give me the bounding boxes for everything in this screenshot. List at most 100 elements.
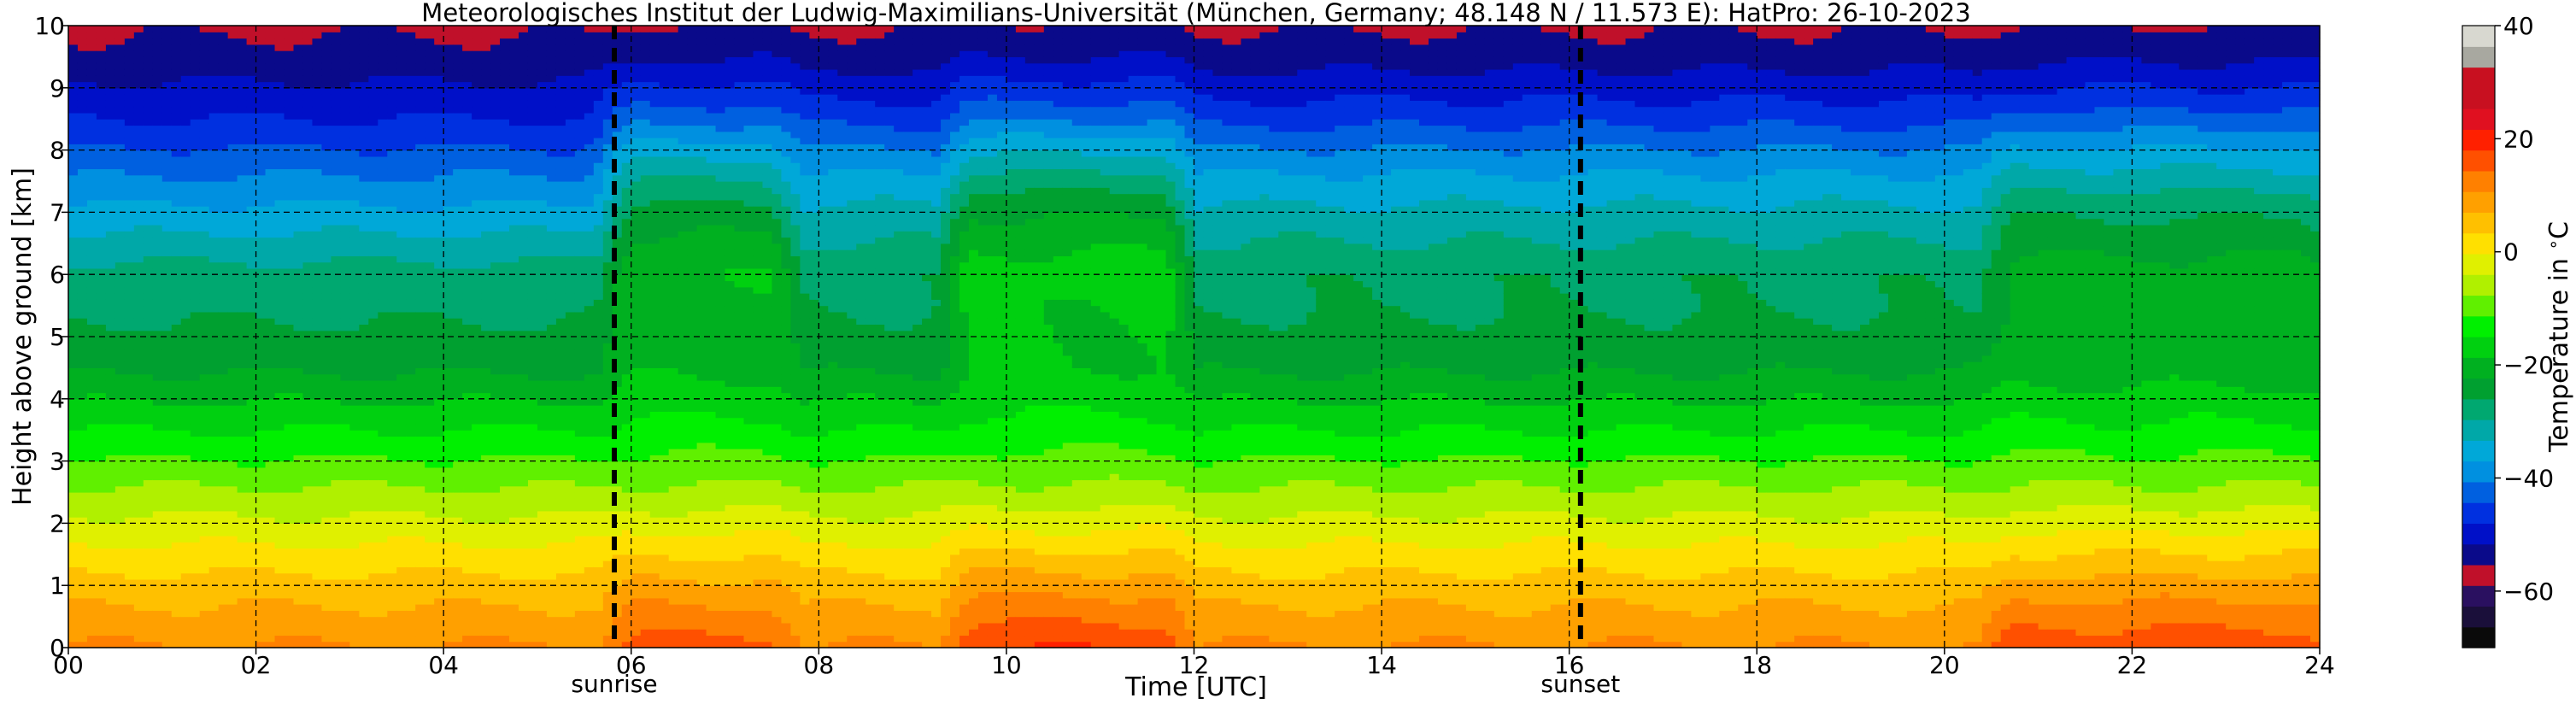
heatmap-cell	[302, 32, 313, 38]
heatmap-cell	[256, 318, 267, 325]
heatmap-cell	[162, 306, 173, 313]
heatmap-cell	[256, 399, 267, 406]
heatmap-cell	[331, 355, 341, 362]
heatmap-cell	[321, 280, 332, 287]
heatmap-cell	[200, 200, 210, 207]
heatmap-cell	[97, 280, 107, 287]
heatmap-cell	[321, 635, 332, 642]
heatmap-cell	[219, 324, 229, 331]
heatmap-cell	[472, 94, 482, 101]
heatmap-cell	[519, 150, 529, 157]
heatmap-cell	[406, 473, 416, 480]
heatmap-cell	[509, 523, 519, 530]
heatmap-cell	[200, 243, 210, 250]
heatmap-cell	[406, 32, 416, 38]
heatmap-cell	[500, 132, 510, 138]
heatmap-cell	[125, 349, 135, 356]
heatmap-cell	[247, 125, 257, 132]
heatmap-cell	[406, 479, 416, 486]
heatmap-cell	[331, 56, 341, 63]
heatmap-cell	[125, 380, 135, 387]
heatmap-cell	[453, 436, 463, 443]
heatmap-cell	[87, 467, 97, 474]
heatmap-cell	[209, 530, 220, 537]
heatmap-cell	[256, 262, 267, 269]
heatmap-cell	[200, 293, 210, 300]
heatmap-cell	[97, 443, 107, 449]
heatmap-cell	[472, 231, 482, 238]
heatmap-cell	[200, 274, 210, 281]
heatmap-cell	[472, 168, 482, 175]
heatmap-cell	[434, 299, 444, 306]
heatmap-cell	[181, 629, 191, 636]
heatmap-cell	[443, 355, 454, 362]
heatmap-cell	[462, 436, 472, 443]
heatmap-cell	[275, 162, 285, 169]
heatmap-cell	[472, 598, 482, 605]
heatmap-cell	[106, 262, 116, 269]
heatmap-cell	[200, 505, 210, 512]
heatmap-cell	[209, 349, 220, 356]
heatmap-cell	[387, 287, 397, 294]
heatmap-cell	[528, 225, 538, 232]
heatmap-cell	[434, 617, 444, 624]
heatmap-cell	[368, 187, 378, 194]
heatmap-cell	[219, 219, 229, 226]
heatmap-cell	[321, 560, 332, 567]
heatmap-cell	[191, 249, 201, 256]
heatmap-cell	[387, 32, 397, 38]
heatmap-cell	[349, 243, 360, 250]
heatmap-cell	[349, 280, 360, 287]
heatmap-cell	[134, 299, 144, 306]
heatmap-cell	[87, 399, 97, 406]
heatmap-cell	[238, 56, 248, 63]
heatmap-cell	[396, 443, 407, 449]
heatmap-cell	[106, 486, 116, 493]
heatmap-cell	[331, 573, 341, 580]
heatmap-cell	[378, 181, 388, 188]
heatmap-cell	[191, 337, 201, 343]
heatmap-cell	[191, 94, 201, 101]
heatmap-cell	[275, 405, 285, 412]
heatmap-cell	[285, 238, 295, 244]
heatmap-cell	[134, 573, 144, 580]
heatmap-cell	[125, 449, 135, 455]
heatmap-cell	[302, 255, 313, 262]
heatmap-cell	[78, 200, 88, 207]
heatmap-cell	[181, 238, 191, 244]
heatmap-cell	[462, 88, 472, 95]
heatmap-cell	[275, 107, 285, 114]
heatmap-cell	[294, 380, 304, 387]
heatmap-cell	[415, 238, 425, 244]
heatmap-cell	[453, 94, 463, 101]
heatmap-cell	[434, 573, 444, 580]
heatmap-cell	[472, 554, 482, 561]
heatmap-cell	[434, 243, 444, 250]
heatmap-cell	[368, 50, 378, 57]
heatmap-cell	[294, 405, 304, 412]
heatmap-cell	[368, 312, 378, 319]
heatmap-cell	[509, 536, 519, 543]
heatmap-cell	[247, 231, 257, 238]
heatmap-cell	[153, 585, 163, 592]
heatmap-cell	[238, 156, 248, 163]
heatmap-cell	[78, 306, 88, 313]
heatmap-cell	[125, 56, 135, 63]
heatmap-cell	[78, 549, 88, 555]
heatmap-cell	[331, 492, 341, 499]
heatmap-cell	[97, 318, 107, 325]
heatmap-cell	[359, 107, 369, 114]
heatmap-cell	[415, 361, 425, 368]
heatmap-cell	[87, 486, 97, 493]
heatmap-cell	[396, 150, 407, 157]
heatmap-cell	[134, 318, 144, 325]
heatmap-cell	[294, 604, 304, 611]
heatmap-cell	[144, 380, 154, 387]
heatmap-cell	[509, 635, 519, 642]
heatmap-cell	[359, 492, 369, 499]
heatmap-cell	[162, 629, 173, 636]
heatmap-cell	[219, 430, 229, 437]
heatmap-cell	[331, 380, 341, 387]
heatmap-cell	[285, 623, 295, 630]
heatmap-cell	[349, 411, 360, 418]
